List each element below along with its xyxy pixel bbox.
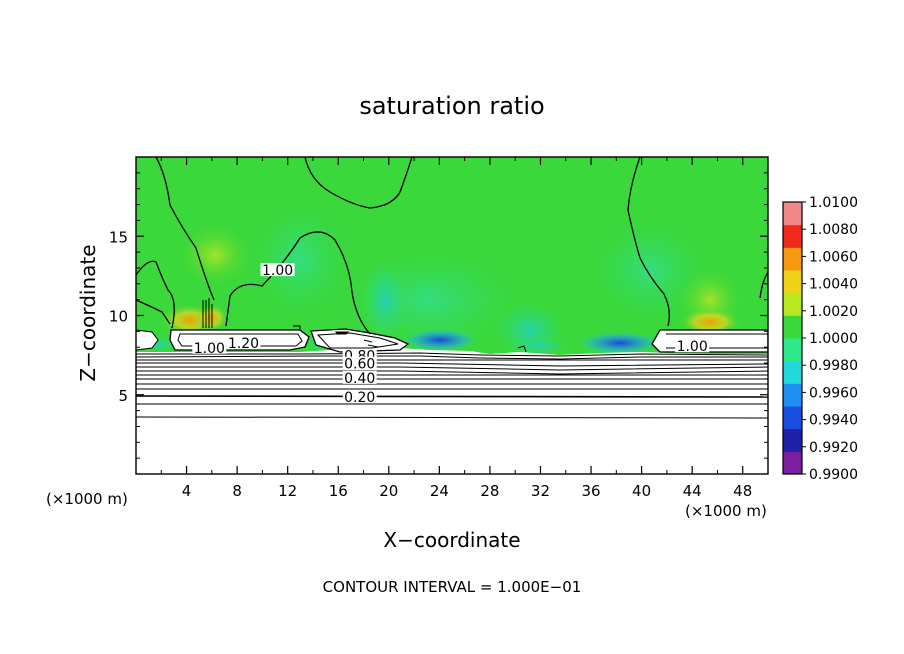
chart-title: saturation ratio xyxy=(359,92,544,120)
y-tick-label: 15 xyxy=(109,228,128,246)
contour-line xyxy=(304,157,413,209)
contour-label-backing xyxy=(226,336,261,350)
plot-area xyxy=(136,157,768,474)
x-tick-label: 4 xyxy=(182,482,192,500)
contour-label: 0.60 xyxy=(342,356,377,373)
colorbar-label: 1.0080 xyxy=(809,222,858,238)
x-tick-label: 44 xyxy=(683,482,702,500)
y-axis-label: Z−coordinate xyxy=(76,244,100,381)
contour-label-text: 1.00 xyxy=(677,339,708,355)
contour-label-text: 0.20 xyxy=(344,390,375,406)
colorbar: 1.0100 1.0080 1.0060 1.0040 1.0020 1.0000 0.99… xyxy=(782,195,858,483)
x-tick-label: 20 xyxy=(379,482,398,500)
colorbar-swatch xyxy=(783,428,802,452)
colorbar-swatch xyxy=(783,292,802,316)
x-tick-label: 12 xyxy=(278,482,297,500)
contour-line xyxy=(759,271,768,299)
field-shade xyxy=(175,220,255,290)
contour-label-backing xyxy=(675,339,710,353)
cloud-block xyxy=(651,329,768,353)
contour-line xyxy=(316,332,399,349)
contour-interval-note: CONTOUR INTERVAL = 1.000E−01 xyxy=(323,578,582,596)
colorbar-label: 1.0000 xyxy=(809,331,858,347)
colorbar-label: 0.9940 xyxy=(809,413,858,429)
contour-label-text: 1.00 xyxy=(262,263,293,279)
field-shade xyxy=(363,260,407,340)
x-tick-label: 24 xyxy=(430,482,449,500)
contour-line xyxy=(177,333,303,347)
colorbar-swatch xyxy=(783,360,802,384)
contour-label-backing xyxy=(342,370,377,384)
colorbar-swatch xyxy=(783,224,802,248)
colorbar-label: 1.0060 xyxy=(809,249,858,265)
contour-line xyxy=(136,299,171,325)
colorbar-label: 1.0100 xyxy=(809,195,858,211)
contour-line xyxy=(155,157,215,301)
colorbar-swatch xyxy=(783,202,802,226)
contour-label-text: 0.40 xyxy=(344,371,375,387)
colorbar-label: 1.0040 xyxy=(809,277,858,293)
contour-line xyxy=(627,157,670,327)
y-tick-label: 5 xyxy=(118,387,128,405)
contour-stack xyxy=(136,352,768,419)
x-unit-left: (×1000 m) xyxy=(46,490,128,508)
contour-line xyxy=(334,331,350,335)
colorbar-swatch xyxy=(783,270,802,294)
contour-line xyxy=(293,325,301,330)
subsaturation-spot xyxy=(575,331,665,355)
contour-line xyxy=(136,260,175,329)
cloud-block xyxy=(136,329,159,351)
supersaturation-spot xyxy=(678,308,742,336)
contour-label-backing xyxy=(260,263,295,277)
contour-label: 0.40 xyxy=(342,370,377,387)
x-tick-label: 8 xyxy=(232,482,242,500)
colorbar-swatch xyxy=(783,247,802,271)
colorbar-swatch xyxy=(783,406,802,430)
y-tick-label: 10 xyxy=(109,308,128,326)
contour-label: 0.20 xyxy=(342,389,377,406)
contour-label-text: 0.60 xyxy=(344,357,375,373)
contour-label-backing xyxy=(192,340,227,354)
contour-label: 1.20 xyxy=(226,336,261,352)
colorbar-swatch xyxy=(783,451,802,475)
x-axis-label: X−coordinate xyxy=(383,528,520,552)
contour-line xyxy=(202,298,213,328)
colorbar-swatch xyxy=(783,338,802,362)
subsaturation-spot xyxy=(510,338,570,354)
colorbar-swatch xyxy=(783,315,802,339)
x-tick-label: 36 xyxy=(581,482,600,500)
x-tick-label: 16 xyxy=(329,482,348,500)
colorbar-label: 0.9960 xyxy=(809,385,858,401)
subsaturation-spot xyxy=(400,328,480,352)
colorbar-swatch xyxy=(783,383,802,407)
contour-label-text: 1.00 xyxy=(194,341,225,357)
contour-label-text: 1.20 xyxy=(228,336,259,352)
x-axis: 4 8 12 16 20 24 28 32 36 40 44 48 xyxy=(160,157,752,500)
x-tick-label: 28 xyxy=(480,482,499,500)
contour-label: 1.00 xyxy=(675,339,710,355)
x-tick-label: 40 xyxy=(632,482,651,500)
contour-line xyxy=(225,231,371,335)
x-tick-label: 32 xyxy=(531,482,550,500)
x-tick-label: 48 xyxy=(733,482,752,500)
contour-label-backing xyxy=(342,389,377,403)
contour-label: 1.00 xyxy=(192,340,227,357)
colorbar-label: 0.9900 xyxy=(809,467,858,483)
contour-line xyxy=(517,345,527,353)
colorbar-label: 0.9920 xyxy=(809,440,858,456)
y-axis: 5 10 15 xyxy=(109,172,768,459)
colorbar-label: 0.9980 xyxy=(809,358,858,374)
contour-label-backing xyxy=(342,356,377,370)
contour-labels: 1.001.201.000.800.600.400.201.00 xyxy=(192,263,710,406)
x-unit-right: (×1000 m) xyxy=(685,502,767,520)
contour-label: 1.00 xyxy=(260,263,295,279)
colorbar-label: 1.0020 xyxy=(809,304,858,320)
